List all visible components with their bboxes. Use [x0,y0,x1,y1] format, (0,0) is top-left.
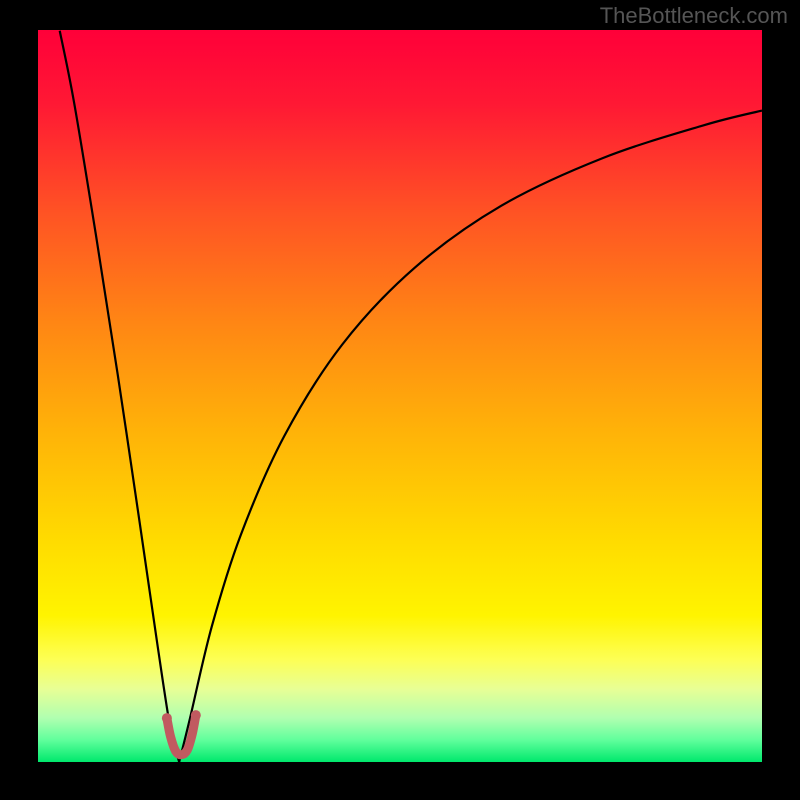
watermark-text: TheBottleneck.com [600,3,788,29]
marker-dot [162,713,172,723]
bottleneck-chart [0,0,800,800]
marker-dot [191,710,201,720]
